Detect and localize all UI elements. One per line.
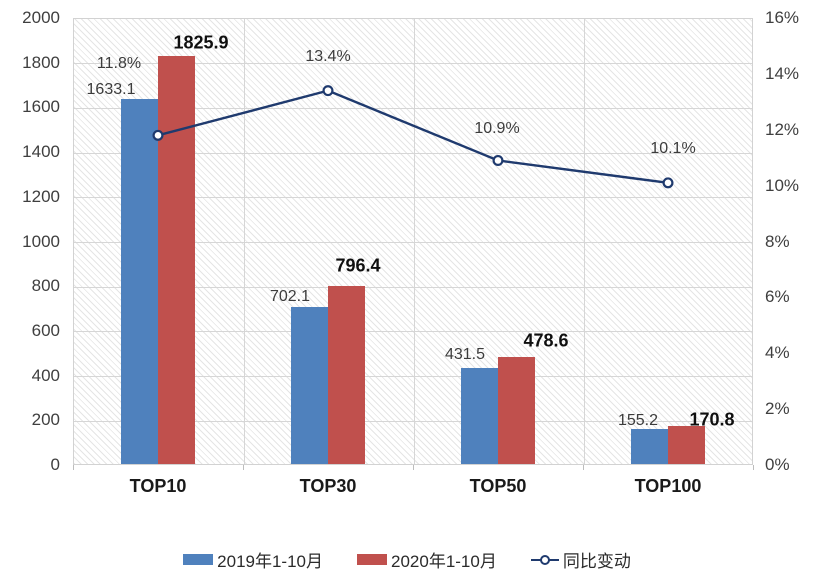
vertical-gridline: [243, 19, 245, 464]
vertical-gridline: [413, 19, 415, 464]
y-axis-right-tick-label: 0%: [765, 455, 790, 474]
y-axis-right-tick-label: 12%: [765, 119, 800, 139]
horizontal-gridline: [74, 331, 752, 333]
bar-value-label-2019: 431.5: [444, 346, 486, 363]
y-axis-left-tick-label: 600: [31, 320, 60, 340]
bar-2019: [121, 99, 158, 464]
y-axis-right-tick-label: 10%: [765, 175, 800, 195]
y-axis-left-tick-label: 200: [31, 410, 60, 430]
horizontal-gridline: [74, 242, 752, 243]
y-axis-left-tick-label: 0: [50, 455, 60, 474]
yoy-percent-label: 10.1%: [650, 140, 696, 157]
yoy-percent-label: 13.4%: [305, 48, 351, 65]
x-axis-tick: [413, 465, 414, 470]
bar-2019: [291, 307, 328, 464]
legend-label-2019: 2019年1-10月: [217, 552, 323, 571]
bar-value-label-2020: 478.6: [523, 330, 569, 351]
horizontal-gridline: [74, 63, 752, 65]
y-axis-left-tick-label: 1200: [22, 186, 60, 206]
horizontal-gridline: [74, 286, 752, 288]
bar-2020: [158, 55, 195, 464]
bar-2019: [631, 429, 668, 464]
x-axis-category-label: TOP100: [634, 476, 702, 496]
x-axis-category-label: TOP10: [129, 476, 187, 496]
bar-value-label-2019: 155.2: [617, 412, 659, 429]
y-axis-left-tick-label: 1400: [22, 142, 60, 162]
y-axis-right-tick-label: 4%: [765, 343, 790, 363]
x-axis-category-label: TOP50: [469, 476, 527, 496]
legend-label-yoy: 同比变动: [562, 552, 631, 571]
x-axis-category-label: TOP30: [299, 476, 357, 496]
x-axis-tick: [753, 465, 754, 470]
plot-area: [73, 18, 753, 465]
legend-swatch-2020: [357, 554, 387, 565]
legend-line-marker-icon: [530, 554, 559, 565]
horizontal-gridline: [74, 197, 752, 199]
bar-2019: [461, 367, 498, 464]
legend-swatch-2019: [183, 554, 214, 565]
y-axis-right-tick-label: 6%: [765, 287, 790, 307]
bar-value-label-2020: 170.8: [689, 409, 735, 430]
y-axis-left-tick-label: 1000: [22, 231, 60, 251]
bar-value-label-2020: 796.4: [335, 255, 381, 276]
y-axis-left-tick-label: 1600: [22, 97, 60, 117]
y-axis-left-tick-label: 400: [31, 365, 60, 385]
bar-value-label-2020: 1825.9: [173, 32, 229, 53]
y-axis-right-tick-label: 16%: [765, 8, 800, 27]
bar-2020: [498, 357, 535, 464]
legend: 2019年1-10月 2020年1-10月 同比变动: [0, 547, 814, 572]
horizontal-gridline: [74, 420, 752, 422]
bar-2020: [668, 425, 705, 464]
y-axis-right-tick-label: 8%: [765, 231, 790, 251]
x-axis-tick: [73, 465, 74, 470]
legend-item-yoy: 同比变动: [530, 547, 631, 572]
bar-2020: [328, 286, 365, 464]
yoy-percent-label: 10.9%: [474, 120, 520, 137]
horizontal-gridline: [74, 376, 752, 378]
bar-value-label-2019: 1633.1: [86, 81, 136, 98]
y-axis-left-tick-label: 1800: [22, 52, 60, 72]
legend-item-2020: 2020年1-10月: [357, 547, 497, 572]
x-axis-tick: [243, 465, 244, 470]
bar-value-label-2019: 702.1: [269, 288, 311, 305]
yoy-percent-label: 11.8%: [96, 55, 142, 72]
legend-item-2019: 2019年1-10月: [183, 547, 323, 572]
y-axis-right-tick-label: 2%: [765, 399, 790, 419]
legend-label-2020: 2020年1-10月: [391, 552, 497, 571]
x-axis-tick: [583, 465, 584, 470]
y-axis-right-tick-label: 14%: [765, 63, 800, 83]
y-axis-left-tick-label: 2000: [22, 8, 60, 27]
vertical-gridline: [583, 19, 585, 464]
y-axis-left-tick-label: 800: [31, 276, 60, 296]
